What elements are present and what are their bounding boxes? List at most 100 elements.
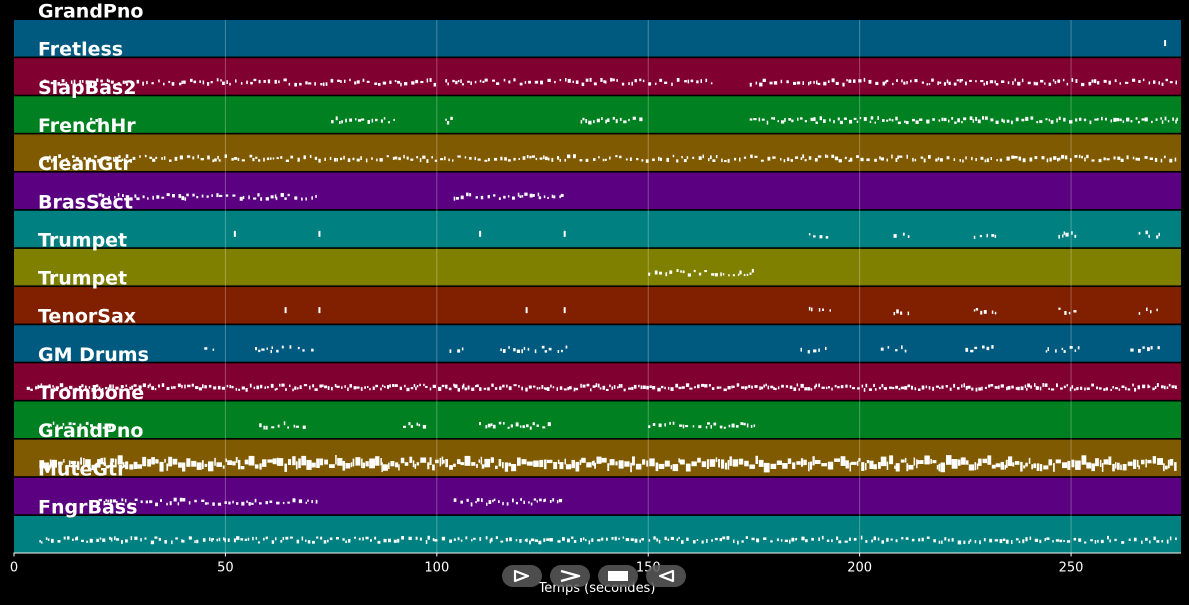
note-mark [211, 538, 213, 542]
note-mark [1011, 120, 1013, 125]
note-mark [149, 500, 153, 504]
note-mark [776, 538, 779, 542]
note-mark [194, 499, 197, 503]
rewind-button[interactable] [646, 565, 686, 587]
note-mark [541, 345, 545, 349]
note-mark [602, 158, 605, 162]
note-mark [607, 118, 610, 122]
note-mark [760, 386, 764, 390]
note-mark [339, 121, 341, 125]
note-mark [648, 272, 651, 276]
note-mark [98, 193, 102, 197]
note-mark [685, 383, 690, 387]
note-mark [220, 79, 222, 82]
note-mark [294, 196, 298, 200]
note-mark [288, 82, 291, 86]
track-lane-6 [14, 210, 1181, 248]
note-mark [800, 383, 804, 388]
note-mark [260, 384, 263, 389]
note-mark [691, 461, 697, 467]
note-mark [231, 158, 234, 161]
note-mark [1122, 120, 1125, 123]
note-mark [1172, 117, 1174, 121]
note-mark [155, 156, 158, 159]
note-mark [895, 539, 898, 543]
note-mark [270, 383, 274, 388]
note-mark [957, 387, 960, 390]
note-mark [800, 117, 803, 120]
note-mark [45, 537, 48, 540]
note-mark [1163, 463, 1165, 472]
note-mark [151, 457, 155, 465]
note-mark [1137, 460, 1139, 467]
stop-button[interactable] [598, 565, 638, 587]
note-mark [868, 388, 872, 391]
play-button[interactable] [550, 565, 590, 587]
note-mark [290, 155, 294, 159]
step-forward-button[interactable] [502, 565, 542, 587]
note-mark [575, 387, 579, 391]
note-mark [813, 349, 817, 353]
note-mark [791, 537, 795, 542]
note-mark [738, 458, 744, 465]
note-mark [133, 384, 137, 387]
note-mark [166, 502, 168, 506]
note-mark [163, 156, 166, 160]
note-mark [557, 540, 561, 543]
note-mark [500, 348, 502, 352]
note-mark [1114, 387, 1118, 390]
note-mark [229, 82, 231, 86]
note-mark [441, 456, 444, 465]
note-mark [93, 82, 96, 86]
note-mark [1074, 234, 1077, 238]
note-mark [739, 157, 741, 162]
note-mark [201, 499, 205, 502]
note-mark [726, 536, 730, 540]
note-mark [560, 193, 564, 197]
note-mark [900, 459, 905, 463]
note-mark [546, 459, 553, 464]
note-mark [649, 458, 655, 467]
rewind-icon [658, 569, 675, 583]
note-mark [224, 501, 227, 504]
note-mark [1141, 459, 1145, 465]
note-mark [869, 460, 874, 469]
note-mark [705, 426, 708, 429]
note-mark [1006, 386, 1008, 391]
note-mark [763, 384, 765, 388]
note-mark [792, 462, 796, 469]
note-mark [214, 457, 216, 466]
note-mark [522, 156, 526, 160]
note-mark [151, 386, 155, 390]
note-mark [659, 271, 662, 275]
track-lane-5 [14, 172, 1181, 210]
note-mark [274, 388, 277, 391]
note-mark [292, 498, 296, 503]
note-mark [624, 461, 630, 467]
note-mark [1056, 383, 1058, 388]
note-mark [910, 79, 912, 83]
note-mark [248, 195, 250, 200]
note-mark [68, 422, 72, 426]
note-mark [965, 156, 967, 160]
note-mark [1112, 463, 1115, 472]
note-mark [388, 462, 390, 469]
note-mark [885, 80, 887, 84]
note-mark [1021, 118, 1025, 122]
note-mark [386, 155, 389, 158]
note-mark [298, 458, 301, 469]
note-mark [538, 387, 541, 390]
note-mark [553, 195, 556, 199]
note-mark [118, 155, 121, 159]
note-mark [1069, 158, 1072, 162]
note-mark [166, 193, 170, 197]
note-mark [597, 383, 600, 388]
note-mark [948, 81, 951, 85]
note-mark [117, 455, 123, 465]
note-mark [744, 386, 747, 390]
note-mark [484, 78, 488, 82]
note-mark [510, 424, 513, 428]
note-mark [1034, 156, 1038, 160]
note-mark [676, 159, 679, 163]
note-mark [502, 501, 504, 506]
